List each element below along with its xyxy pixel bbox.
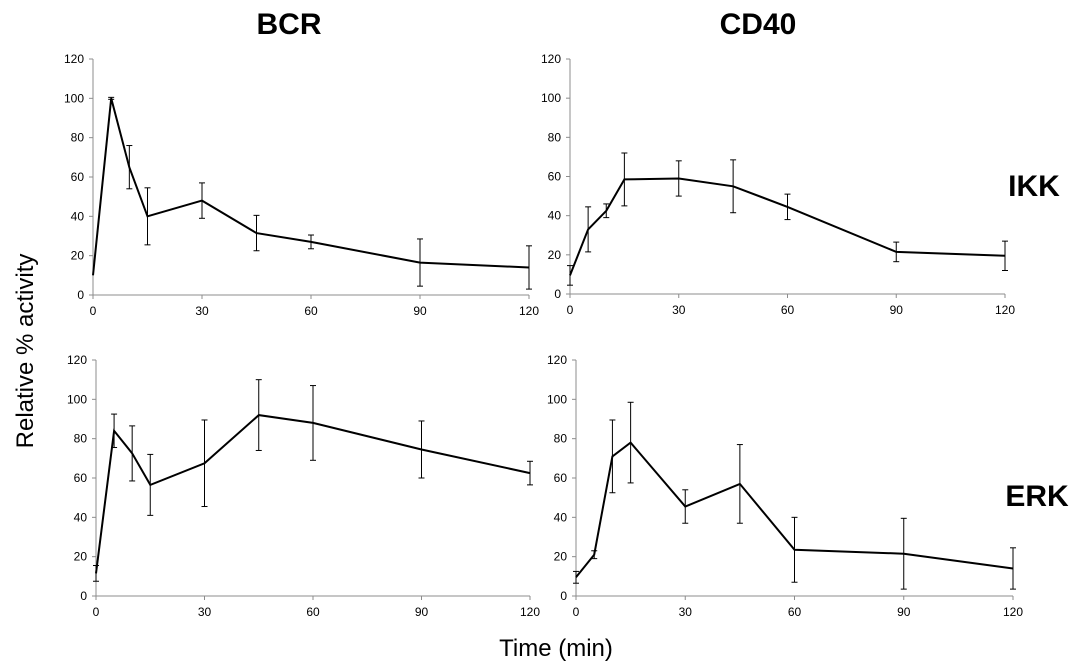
x-tick-label: 90 [897, 605, 911, 619]
x-tick-label: 90 [890, 303, 904, 317]
y-tick-label: 60 [554, 471, 568, 485]
x-tick-label: 60 [304, 304, 318, 318]
y-tick-label: 80 [554, 432, 568, 446]
error-bar [1002, 240, 1008, 271]
y-tick-label: 40 [554, 510, 568, 524]
x-tick-label: 0 [567, 303, 574, 317]
series-line [95, 414, 531, 574]
y-tick-label: 60 [548, 170, 562, 184]
y-tick-label: 100 [67, 392, 87, 406]
y-tick-label: 120 [541, 52, 561, 66]
panel-cd40-erk: 0 20 40 60 80 100 120 0 30 60 90 120 [547, 353, 1023, 619]
panel-cd40-ikk: 0 20 40 60 80 100 120 0 30 60 90 120 [541, 52, 1015, 317]
y-tick-label: 40 [71, 209, 85, 223]
x-tick-label: 0 [90, 304, 97, 318]
y-tick-label: 80 [71, 131, 85, 145]
x-tick-label: 0 [573, 605, 580, 619]
y-tick-label: 80 [74, 432, 88, 446]
y-tick-label: 20 [554, 550, 568, 564]
row-label-erk: ERK [1005, 480, 1069, 513]
row-label-ikk: IKK [1008, 170, 1060, 203]
y-tick-label: 100 [64, 91, 84, 105]
y-tick-label: 0 [560, 589, 567, 603]
y-tick-label: 60 [74, 471, 88, 485]
x-tick-label: 30 [195, 304, 209, 318]
y-tick-label: 20 [71, 249, 85, 263]
x-tick-label: 120 [519, 304, 539, 318]
y-tick-label: 80 [548, 130, 562, 144]
x-axis-title: Time (min) [499, 635, 613, 662]
x-tick-label: 90 [415, 605, 429, 619]
series-line [569, 177, 1006, 276]
error-bar [573, 570, 579, 584]
y-axis-title: Relative % activity [12, 254, 39, 449]
x-tick-label: 120 [995, 303, 1015, 317]
y-tick-label: 20 [74, 550, 88, 564]
y-tick-label: 40 [548, 209, 562, 223]
y-tick-label: 0 [554, 287, 561, 301]
y-tick-label: 40 [74, 510, 88, 524]
y-tick-label: 60 [71, 170, 85, 184]
x-tick-label: 0 [93, 605, 100, 619]
y-tick-label: 20 [548, 248, 562, 262]
x-tick-label: 30 [672, 303, 686, 317]
y-tick-label: 0 [80, 589, 87, 603]
y-tick-label: 120 [547, 353, 567, 367]
x-tick-label: 120 [520, 605, 540, 619]
y-tick-label: 0 [77, 288, 84, 302]
x-tick-label: 120 [1003, 605, 1023, 619]
y-tick-label: 100 [541, 91, 561, 105]
y-tick-label: 100 [547, 392, 567, 406]
panel-bcr-ikk: 0 20 40 60 80 100 120 0 30 60 90 120 [64, 52, 539, 318]
series-line [92, 98, 530, 276]
column-title-cd40: CD40 [720, 8, 797, 41]
series-line [575, 441, 1014, 578]
chart-panels: 0 20 40 60 80 100 120 0 30 60 90 120 0 20 40 60 80 100 120… [64, 52, 1023, 619]
panel-bcr-erk: 0 20 40 60 80 100 120 0 30 60 90 120 [67, 353, 540, 619]
column-title-bcr: BCR [257, 8, 322, 41]
x-tick-label: 30 [679, 605, 693, 619]
y-tick-label: 120 [64, 52, 84, 66]
x-tick-label: 60 [781, 303, 795, 317]
y-tick-label: 120 [67, 353, 87, 367]
x-tick-label: 30 [198, 605, 212, 619]
x-tick-label: 90 [413, 304, 427, 318]
x-tick-label: 60 [788, 605, 802, 619]
x-tick-label: 60 [306, 605, 320, 619]
